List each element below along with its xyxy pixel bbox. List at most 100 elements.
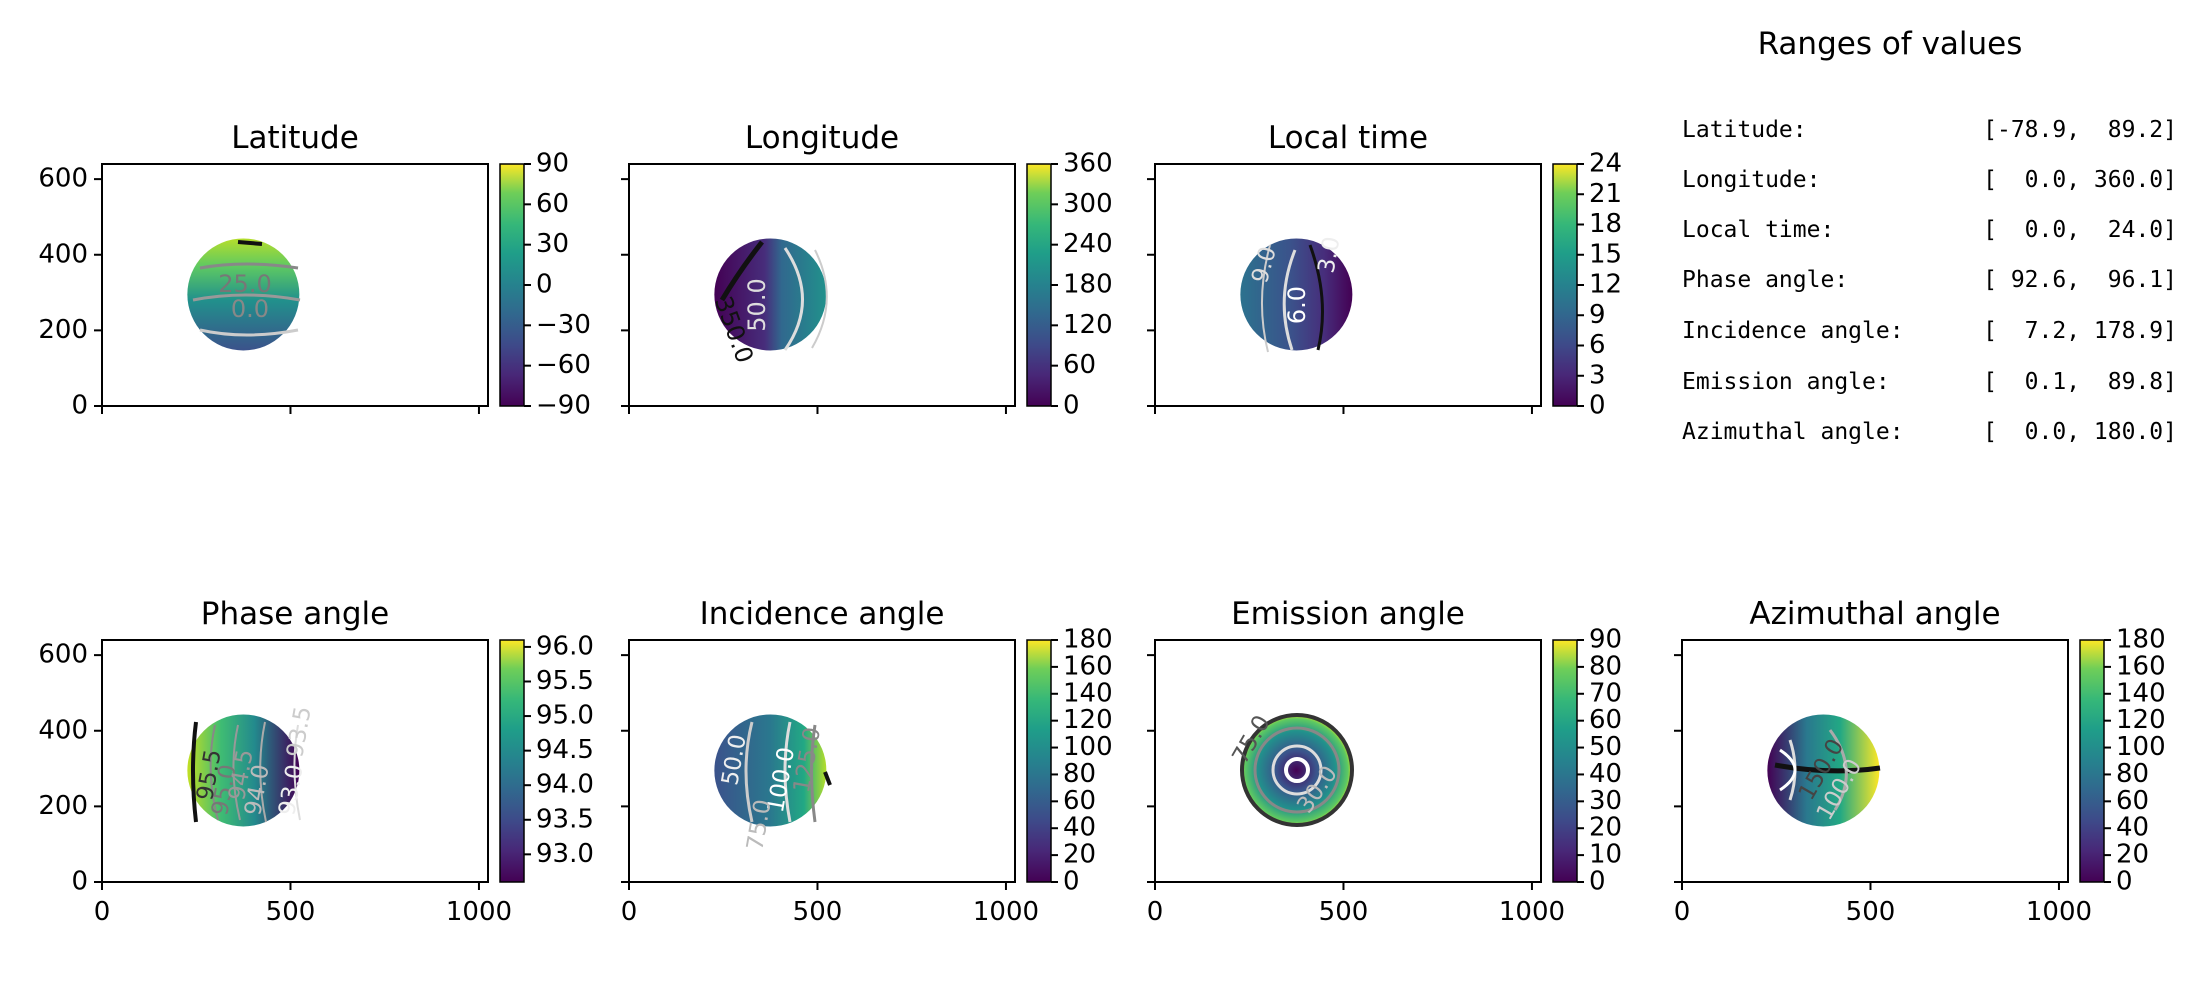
colorbar-tick-label: 21 (1589, 179, 1622, 209)
y-tick-label: 200 (38, 791, 88, 821)
colorbar-tick-label: 93.5 (536, 804, 594, 834)
colorbar-tick-label: −90 (536, 391, 591, 421)
colorbar-tick-label: 140 (1063, 678, 1113, 708)
panel-phase-angle: Phase angle 95.5 95.0 94.5 94.0 93.0 93.5 0 500 1… (38, 596, 594, 927)
colorbar-tick-label: 0 (1589, 391, 1606, 421)
contour-label: 6.0 (1283, 286, 1311, 324)
colorbar-tick-label: 3 (1589, 360, 1606, 390)
colorbar-tick-label: 0 (536, 270, 553, 300)
ranges-name: Incidence angle: (1682, 318, 1904, 344)
ranges-value: [-78.9, 89.2] (1983, 117, 2177, 143)
ranges-row-latitude: Latitude: [-78.9, 89.2] (1682, 117, 2177, 151)
colorbar-tick-label: 60 (536, 189, 569, 219)
colorbar-tick-label: 30 (536, 229, 569, 259)
y-tick-label: 200 (38, 315, 88, 345)
colorbar-tick-label: 96.0 (536, 631, 594, 661)
colorbar-tick-label: 360 (1063, 149, 1113, 179)
contour-line (237, 240, 263, 246)
axes-frame (1154, 639, 1542, 883)
contour-label: 0.0 (231, 295, 269, 323)
panel-title: Incidence angle (700, 596, 945, 632)
contour-label: 25.0 (218, 270, 271, 298)
colorbar-tick-label: 0 (1063, 867, 1080, 897)
colorbar-tick-label: 95.0 (536, 701, 594, 731)
panel-title: Latitude (231, 120, 359, 156)
y-tick-label: 0 (71, 867, 88, 897)
colorbar-tick-label: 120 (2116, 705, 2166, 735)
colorbar-tick-label: 30 (1589, 786, 1622, 816)
colorbar-tick-label: 9 (1589, 300, 1606, 330)
colorbar (1552, 639, 1578, 883)
colorbar-tick-label: 10 (1589, 840, 1622, 870)
colorbar-tick-label: 60 (1589, 705, 1622, 735)
colorbar (2079, 639, 2105, 883)
colorbar-tick-label: 40 (1589, 759, 1622, 789)
contour-line (783, 721, 792, 823)
contour-line (719, 240, 764, 302)
colorbar-tick-label: 80 (1063, 759, 1096, 789)
contour-line (744, 721, 754, 823)
panel-title: Phase angle (201, 596, 389, 632)
contour-line (232, 724, 241, 821)
colorbar (1026, 163, 1052, 407)
colorbar-tick-label: −30 (536, 310, 591, 340)
colorbar-tick-label: −60 (536, 350, 591, 380)
ranges-name: Latitude: (1682, 117, 1807, 143)
x-tick-label: 500 (1319, 897, 1369, 927)
ranges-value: [ 0.0, 180.0] (1983, 419, 2177, 445)
y-tick-label: 400 (38, 715, 88, 745)
ranges-row-local-time: Local time: [ 0.0, 24.0] (1682, 217, 2177, 251)
disk-image (187, 714, 300, 827)
colorbar-tick-label: 70 (1589, 678, 1622, 708)
colorbar-tick-label: 20 (1063, 840, 1096, 870)
panel-latitude: Latitude 25.00.0 0 200 400 600 90 60 30 0 −30 −60 −9… (38, 120, 591, 421)
x-tick-label: 0 (1147, 897, 1164, 927)
colorbar-tick-label: 94.0 (536, 770, 594, 800)
colorbar-tick-label: 160 (1063, 651, 1113, 681)
contour-line (209, 724, 219, 821)
colorbar-tick-label: 240 (1063, 229, 1113, 259)
y-tick-label: 0 (71, 391, 88, 421)
colorbar-tick-label: 40 (1063, 813, 1096, 843)
colorbar-tick-label: 300 (1063, 189, 1113, 219)
colorbar-tick-label: 60 (1063, 350, 1096, 380)
axes-frame (628, 163, 1016, 407)
colorbar-tick-label: 120 (1063, 310, 1113, 340)
disk-image (714, 714, 827, 827)
contour-line (810, 724, 817, 823)
colorbar-tick-label: 20 (1589, 813, 1622, 843)
colorbar-tick-label: 0 (1589, 867, 1606, 897)
colorbar-tick-label: 60 (1063, 786, 1096, 816)
ranges-value: [ 0.0, 360.0] (1983, 167, 2177, 193)
axes-frame (101, 639, 489, 883)
axes-frame (1681, 639, 2069, 883)
colorbar-tick-label: 15 (1589, 239, 1622, 269)
colorbar-tick-label: 100 (2116, 732, 2166, 762)
colorbar-tick-label: 80 (1589, 651, 1622, 681)
colorbar-tick-label: 140 (2116, 678, 2166, 708)
x-tick-label: 1000 (446, 897, 512, 927)
contour-line (1774, 762, 1881, 774)
colorbar-tick-label: 90 (1589, 625, 1622, 655)
y-tick-label: 600 (38, 640, 88, 670)
ranges-value: [ 0.0, 24.0] (1983, 217, 2177, 243)
panel-title: Emission angle (1231, 596, 1465, 632)
colorbar-tick-label: 0 (1063, 391, 1080, 421)
ranges-name: Phase angle: (1682, 267, 1849, 293)
contour-line (293, 724, 301, 821)
colorbar-tick-label: 12 (1589, 270, 1622, 300)
ranges-value: [ 0.1, 89.8] (1983, 369, 2177, 395)
axes-frame (101, 163, 489, 407)
contour-line (811, 249, 828, 349)
contour-line (199, 328, 299, 337)
x-tick-label: 0 (1674, 897, 1691, 927)
ranges-row-emission-angle: Emission angle: [ 0.1, 89.8] (1682, 369, 2177, 403)
contour-label: 50.0 (743, 278, 771, 331)
contour-line (1253, 726, 1341, 814)
contour-line (191, 721, 198, 823)
colorbar (1026, 639, 1052, 883)
colorbar-tick-label: 94.5 (536, 735, 594, 765)
colorbar-tick-label: 180 (1063, 270, 1113, 300)
ranges-row-phase-angle: Phase angle: [ 92.6, 96.1] (1682, 267, 2177, 301)
colorbar-tick-label: 18 (1589, 209, 1622, 239)
